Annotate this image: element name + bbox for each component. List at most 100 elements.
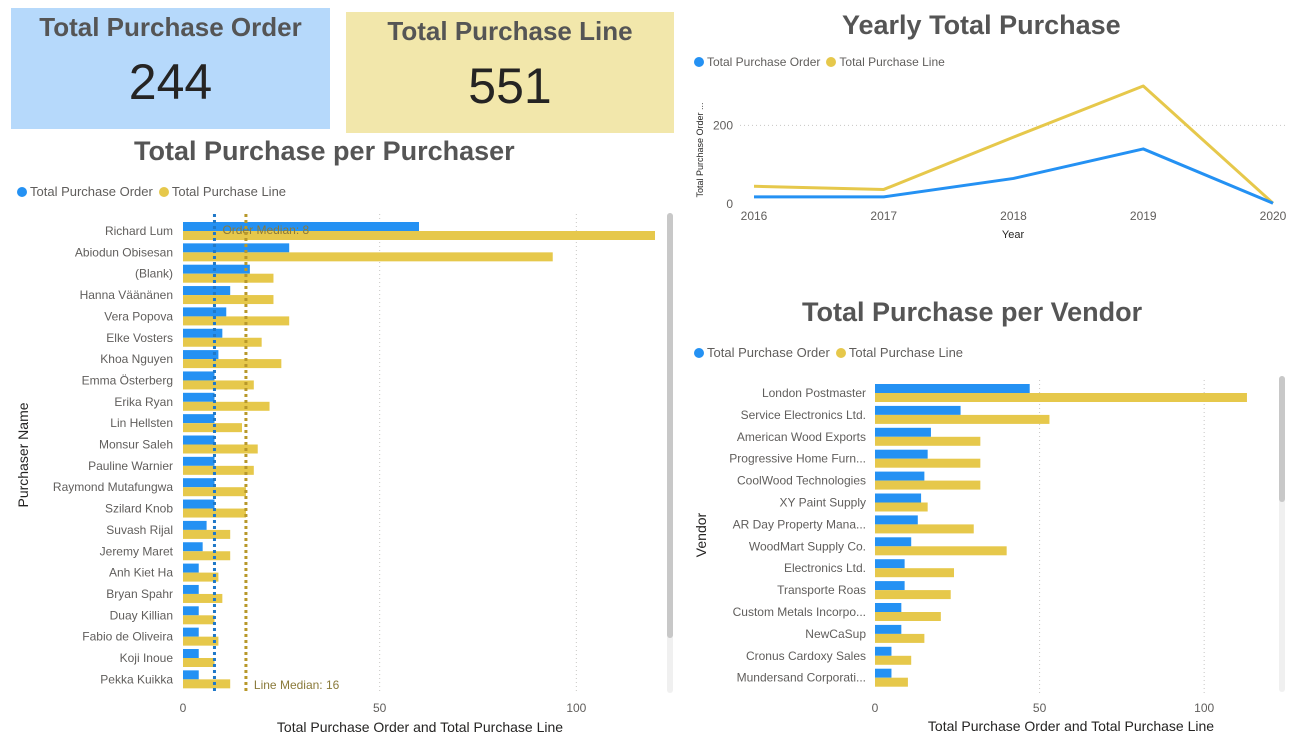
bar-line bbox=[183, 615, 215, 625]
legend-item-line[interactable]: Total Purchase Line bbox=[158, 184, 286, 199]
bar-order bbox=[183, 606, 199, 616]
bar-line bbox=[875, 590, 951, 600]
yearly-line-chart[interactable]: 0 200 2016 2017 2018 2019 2020 Year Total Purcha… bbox=[0, 0, 1293, 260]
category-label: XY Paint Supply bbox=[779, 496, 866, 510]
category-label: Lin Hellsten bbox=[110, 416, 173, 430]
bar-order bbox=[183, 222, 419, 231]
bar-order bbox=[875, 559, 905, 569]
bar-line bbox=[875, 568, 954, 578]
category-label: Pekka Kuikka bbox=[100, 672, 173, 686]
x-axis-title: Total Purchase Order and Total Purchase … bbox=[928, 718, 1214, 734]
category-label: Koji Inoue bbox=[120, 651, 174, 665]
purchaser-bar-chart[interactable]: 0 50 100 Richard Lum Abiodun Obisesan (Blank)… bbox=[0, 0, 680, 738]
category-label: Custom Metals Incorpo... bbox=[733, 605, 866, 619]
y-tick-label: 200 bbox=[713, 118, 733, 132]
category-label: Bryan Spahr bbox=[106, 587, 173, 601]
bar-order bbox=[183, 520, 207, 530]
y-tick-label: 0 bbox=[726, 197, 733, 211]
bar-line bbox=[183, 337, 262, 347]
bar-line bbox=[183, 380, 254, 390]
bar-line bbox=[183, 593, 223, 603]
card-title: Total Purchase Order bbox=[39, 12, 302, 42]
bar-order bbox=[183, 435, 215, 445]
bar-order bbox=[875, 624, 902, 634]
bar-order bbox=[183, 286, 231, 296]
category-label: American Wood Exports bbox=[737, 430, 866, 444]
bar-order bbox=[183, 350, 219, 360]
bar-order bbox=[183, 499, 215, 509]
legend-dot-icon bbox=[694, 57, 704, 67]
yearly-chart-legend: Total Purchase Order Total Purchase Line bbox=[694, 55, 951, 69]
y-axis-title: Purchaser Name bbox=[15, 402, 31, 507]
bar-line bbox=[183, 636, 219, 646]
bar-line bbox=[875, 458, 981, 468]
vendor-scrollbar-thumb[interactable] bbox=[1279, 376, 1285, 502]
bar-line bbox=[183, 359, 282, 369]
purchaser-chart-legend: Total Purchase Order Total Purchase Line bbox=[17, 184, 292, 199]
x-tick-label: 50 bbox=[373, 701, 387, 715]
purchaser-scrollbar-thumb[interactable] bbox=[667, 213, 673, 638]
bar-order bbox=[875, 668, 892, 678]
bar-line bbox=[875, 655, 912, 665]
bar-line bbox=[183, 252, 553, 262]
legend-dot-icon bbox=[826, 57, 837, 67]
category-label: Monsur Saleh bbox=[99, 438, 173, 452]
legend-item-order[interactable]: Total Purchase Order bbox=[17, 184, 153, 199]
bar-line bbox=[183, 508, 246, 518]
bar-order bbox=[183, 371, 215, 381]
bar-line bbox=[183, 572, 219, 582]
legend-dot-icon bbox=[17, 186, 27, 197]
legend-item-line[interactable]: Total Purchase Line bbox=[835, 345, 963, 360]
bar-line bbox=[875, 677, 908, 687]
bar-order bbox=[875, 515, 918, 525]
x-tick-label: 0 bbox=[180, 701, 187, 715]
bar-order bbox=[183, 307, 227, 317]
x-tick-label: 2016 bbox=[741, 209, 768, 223]
vendor-chart-title: Total Purchase per Vendor bbox=[802, 297, 1143, 327]
category-label: Mundersand Corporati... bbox=[737, 671, 866, 685]
category-label: AR Day Property Mana... bbox=[733, 517, 866, 531]
x-axis-title: Year bbox=[1002, 229, 1025, 241]
category-label: Abiodun Obisesan bbox=[75, 245, 173, 259]
card-value: 551 bbox=[468, 58, 552, 114]
purchaser-chart-title: Total Purchase per Purchaser bbox=[134, 136, 515, 166]
bar-line bbox=[183, 273, 274, 283]
category-label: NewCaSup bbox=[805, 627, 866, 641]
bar-line bbox=[875, 414, 1050, 424]
total-purchase-order-card[interactable]: Total Purchase Order 244 bbox=[11, 8, 330, 129]
category-label: Hanna Väänänen bbox=[80, 288, 173, 302]
bar-order bbox=[875, 603, 902, 612]
category-label: Duay Killian bbox=[110, 608, 173, 622]
bar-order bbox=[183, 478, 215, 488]
category-label: Szilard Knob bbox=[105, 502, 173, 516]
bar-order bbox=[875, 581, 905, 591]
bar-line bbox=[183, 551, 231, 561]
category-label: Anh Kiet Ha bbox=[109, 566, 173, 580]
bar-order bbox=[875, 449, 928, 459]
y-axis-title: Total Purchase Order ... bbox=[695, 102, 705, 197]
bar-line bbox=[875, 524, 974, 534]
category-label: Khoa Nguyen bbox=[100, 352, 173, 366]
legend-item-order[interactable]: Total Purchase Order bbox=[694, 345, 830, 360]
bar-order bbox=[183, 649, 199, 658]
bar-line bbox=[183, 529, 231, 539]
x-tick-label: 100 bbox=[1194, 701, 1214, 715]
bar-order bbox=[875, 646, 892, 656]
bar-line bbox=[183, 658, 215, 667]
vendor-scrollbar[interactable] bbox=[1279, 376, 1285, 692]
category-label: Cronus Cardoxy Sales bbox=[746, 649, 866, 663]
category-label: Electronics Ltd. bbox=[784, 561, 866, 575]
x-tick-label: 2019 bbox=[1130, 209, 1157, 223]
x-tick-label: 50 bbox=[1033, 701, 1047, 715]
card-value: 244 bbox=[128, 54, 213, 110]
legend-item-line[interactable]: Total Purchase Line bbox=[826, 55, 945, 69]
legend-dot-icon bbox=[694, 347, 704, 358]
total-purchase-line-card[interactable]: Total Purchase Line 551 bbox=[346, 12, 674, 133]
bar-line bbox=[183, 465, 254, 475]
bar-order bbox=[875, 471, 925, 481]
bar-line bbox=[875, 612, 941, 621]
bar-line bbox=[183, 401, 270, 411]
bar-order bbox=[183, 414, 215, 424]
legend-item-order[interactable]: Total Purchase Order bbox=[694, 55, 820, 69]
